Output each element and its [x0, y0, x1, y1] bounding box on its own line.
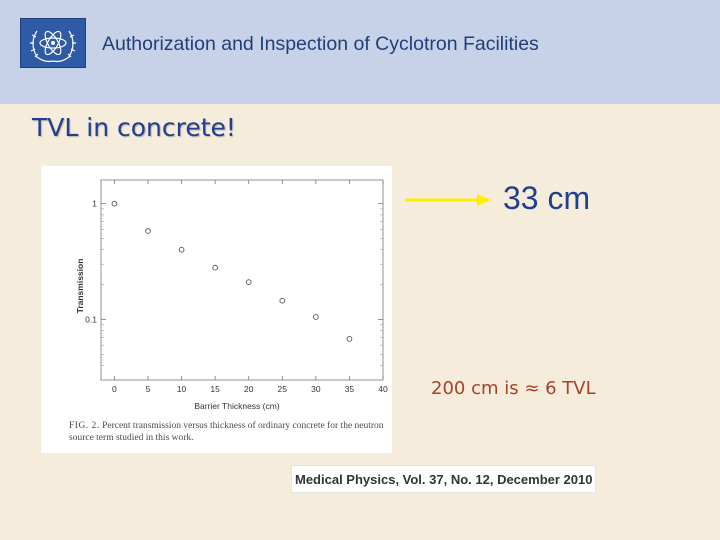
x-tick-label: 15 [210, 384, 220, 394]
data-point [145, 228, 151, 234]
header-bar: Authorization and Inspection of Cyclotro… [0, 0, 720, 104]
plot-frame [100, 179, 384, 381]
x-tick-label: 10 [177, 384, 187, 394]
x-tick-label: 35 [345, 384, 355, 394]
tvl-value: 33 cm [503, 180, 591, 216]
data-point [111, 200, 118, 207]
x-tick-label: 40 [378, 384, 388, 394]
header-title: Authorization and Inspection of Cyclotro… [102, 33, 539, 55]
x-tick-label: 20 [244, 384, 254, 394]
data-point [346, 335, 353, 342]
y-tick-label: 1 [92, 199, 97, 209]
x-tick-label: 25 [278, 384, 288, 394]
data-point [245, 279, 252, 285]
data-point [279, 297, 286, 304]
y-tick-label: 0.1 [85, 314, 97, 324]
journal-citation: Medical Physics, Vol. 37, No. 12, Decemb… [291, 465, 596, 493]
caption-text: Percent transmission versus thickness of… [69, 421, 384, 443]
x-axis-label: Barrier Thickness (cm) [194, 401, 279, 411]
x-tick-label: 0 [112, 384, 117, 394]
y-axis-label: Transmission [75, 259, 85, 314]
x-tick-label: 5 [146, 384, 151, 394]
un-laurel-atom-icon [20, 18, 86, 68]
tvl-note: 200 cm is ≈ 6 TVL [431, 378, 596, 399]
figure-caption: FIG. 2. Percent transmission versus thic… [69, 421, 385, 444]
yellow-arrow-icon [405, 194, 491, 206]
slide-title: TVL in concrete! [32, 113, 236, 142]
x-tick-label: 30 [311, 384, 321, 394]
data-point [178, 246, 185, 253]
data-point [313, 314, 319, 320]
transmission-chart: 0 5 10 15 20 25 30 35 40 1 0.1 Barrier Thickness … [75, 179, 388, 411]
journal-figure: 0 5 10 15 20 25 30 35 40 1 0.1 Barrier Thickness … [41, 166, 392, 453]
caption-label: FIG. 2. [69, 421, 100, 431]
data-point [212, 264, 218, 271]
